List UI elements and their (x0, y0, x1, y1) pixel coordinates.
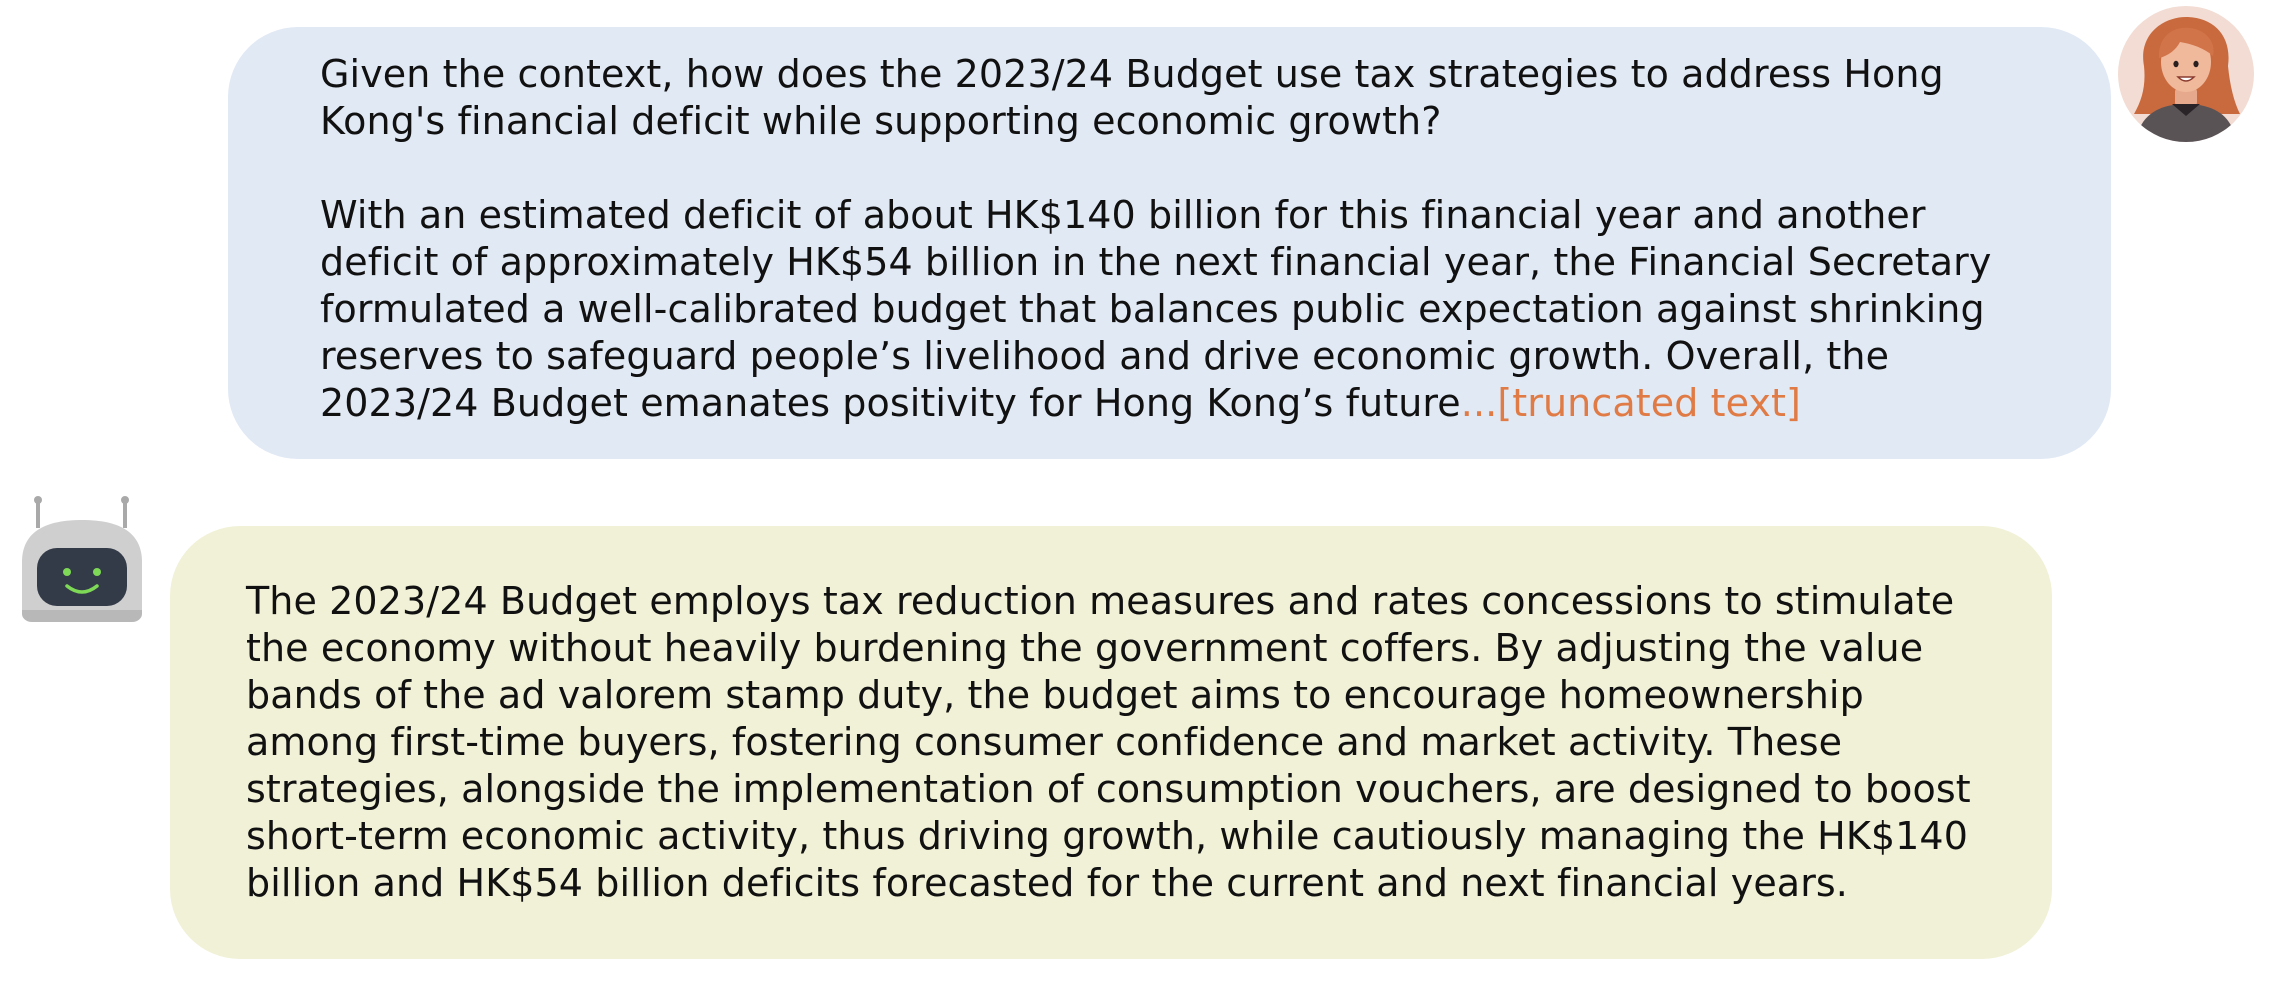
user-message-bubble: Given the context, how does the 2023/24 … (228, 27, 2111, 459)
user-avatar (2116, 4, 2256, 144)
woman-user-avatar-icon (2118, 6, 2254, 142)
user-context-paragraph: With an estimated deficit of about HK$14… (320, 192, 2051, 427)
assistant-message-bubble: The 2023/24 Budget employs tax reduction… (170, 526, 2052, 959)
assistant-avatar (12, 492, 142, 632)
truncation-marker: ...[truncated text] (1460, 381, 1801, 425)
robot-assistant-avatar-icon (22, 496, 142, 622)
user-question-text: Given the context, how does the 2023/24 … (320, 52, 1944, 143)
assistant-response-text: The 2023/24 Budget employs tax reduction… (246, 579, 1971, 905)
user-context-text: With an estimated deficit of about HK$14… (320, 193, 1992, 425)
